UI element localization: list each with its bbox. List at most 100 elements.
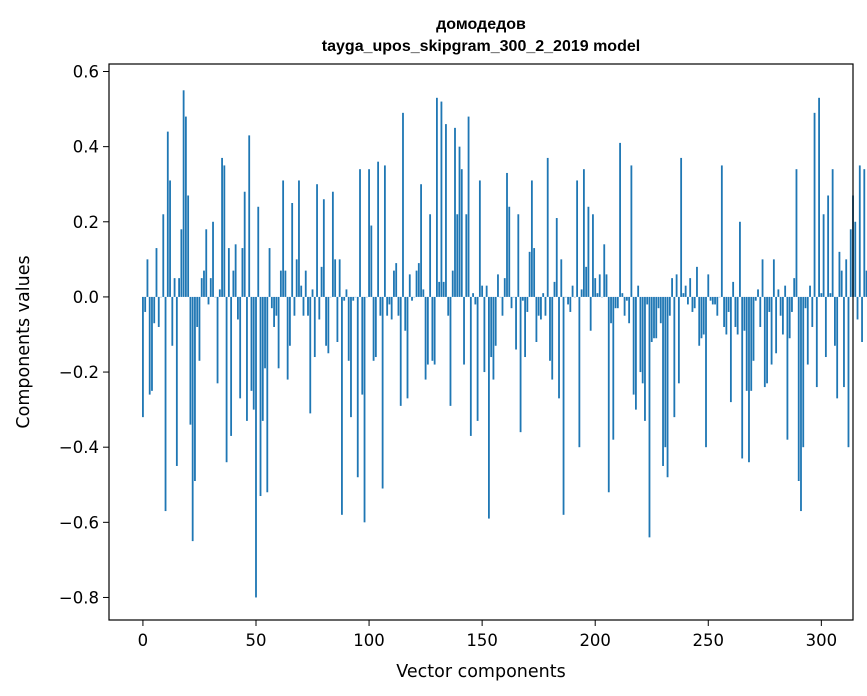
bar-282 bbox=[779, 296, 782, 316]
bar-34 bbox=[218, 289, 221, 297]
bar-65 bbox=[289, 296, 291, 346]
x-tick-label: 0 bbox=[138, 631, 149, 650]
bar-220 bbox=[639, 296, 642, 373]
bar-240 bbox=[684, 285, 687, 297]
bar-300 bbox=[820, 293, 823, 297]
bar-132 bbox=[440, 101, 443, 297]
bar-320 bbox=[865, 270, 867, 297]
bar-196 bbox=[585, 266, 588, 297]
bar-57 bbox=[270, 296, 273, 309]
bar-242 bbox=[689, 278, 692, 297]
bar-251 bbox=[709, 296, 712, 301]
bar-100 bbox=[368, 169, 370, 297]
bar-167 bbox=[519, 296, 522, 433]
bar-39 bbox=[230, 296, 233, 436]
bar-25 bbox=[198, 296, 201, 361]
bar-112 bbox=[395, 263, 398, 297]
bar-14 bbox=[173, 278, 176, 297]
bar-263 bbox=[736, 296, 739, 335]
bar-271 bbox=[754, 296, 757, 301]
bar-258 bbox=[725, 296, 728, 335]
bar-180 bbox=[549, 296, 551, 361]
bar-150 bbox=[481, 285, 484, 297]
bar-307 bbox=[836, 296, 839, 399]
plot-frame bbox=[108, 63, 854, 621]
bar-76 bbox=[313, 296, 316, 358]
bar-284 bbox=[784, 285, 787, 297]
bar-15 bbox=[175, 296, 178, 466]
bar-172 bbox=[530, 180, 533, 297]
bar-184 bbox=[558, 296, 560, 399]
bar-111 bbox=[393, 270, 395, 297]
bar-281 bbox=[777, 289, 780, 297]
bar-33 bbox=[216, 296, 219, 384]
bar-30 bbox=[209, 278, 212, 297]
bar-315 bbox=[854, 221, 857, 297]
bar-1 bbox=[144, 296, 147, 312]
bar-136 bbox=[449, 296, 452, 406]
bar-246 bbox=[698, 296, 701, 346]
bar-188 bbox=[567, 296, 569, 305]
bar-37 bbox=[225, 296, 228, 463]
bar-304 bbox=[829, 293, 832, 297]
bar-45 bbox=[243, 191, 246, 297]
bar-198 bbox=[589, 296, 592, 331]
bar-177 bbox=[542, 293, 545, 297]
bar-156 bbox=[494, 296, 497, 346]
bar-126 bbox=[426, 296, 429, 365]
bar-228 bbox=[657, 296, 660, 309]
bar-206 bbox=[607, 296, 610, 493]
bar-55 bbox=[266, 296, 269, 493]
bar-106 bbox=[381, 296, 384, 489]
bar-19 bbox=[184, 116, 187, 297]
bar-162 bbox=[508, 206, 511, 297]
y-tick-label: −0.4 bbox=[59, 438, 99, 457]
bar-47 bbox=[248, 135, 251, 297]
bar-13 bbox=[171, 296, 174, 346]
bar-58 bbox=[273, 296, 275, 327]
bar-40 bbox=[232, 270, 235, 297]
bar-308 bbox=[838, 251, 841, 297]
bar-292 bbox=[802, 296, 805, 448]
y-tick-label: 0.2 bbox=[73, 213, 99, 232]
bar-272 bbox=[757, 289, 759, 297]
bar-69 bbox=[298, 180, 300, 297]
bar-27 bbox=[203, 270, 205, 297]
bar-299 bbox=[818, 97, 820, 297]
bar-153 bbox=[488, 296, 490, 519]
bar-102 bbox=[372, 296, 375, 361]
bar-148 bbox=[476, 296, 479, 421]
bar-42 bbox=[237, 296, 239, 320]
bar-7 bbox=[157, 296, 160, 327]
bar-288 bbox=[793, 278, 796, 297]
bar-296 bbox=[811, 296, 814, 327]
bar-273 bbox=[759, 296, 762, 327]
bar-294 bbox=[806, 296, 809, 365]
bar-204 bbox=[603, 244, 606, 297]
bar-166 bbox=[517, 214, 520, 297]
bar-279 bbox=[772, 259, 775, 297]
bar-276 bbox=[766, 296, 768, 384]
bar-81 bbox=[325, 296, 327, 346]
bar-194 bbox=[580, 289, 583, 297]
y-tick-label: −0.2 bbox=[59, 363, 99, 382]
bar-95 bbox=[356, 296, 359, 478]
bar-91 bbox=[347, 296, 350, 361]
bar-22 bbox=[191, 296, 194, 542]
x-tick-label: 100 bbox=[353, 631, 385, 650]
bar-67 bbox=[293, 296, 296, 316]
bar-236 bbox=[675, 274, 678, 297]
bar-249 bbox=[705, 296, 707, 448]
bar-190 bbox=[571, 285, 574, 297]
bar-260 bbox=[729, 296, 732, 403]
bar-256 bbox=[720, 165, 723, 297]
bar-116 bbox=[404, 296, 407, 331]
bar-89 bbox=[343, 296, 346, 301]
bar-197 bbox=[587, 206, 590, 297]
bar-313 bbox=[849, 229, 852, 297]
bar-146 bbox=[472, 293, 474, 297]
bar-261 bbox=[732, 281, 735, 297]
x-tick-label: 200 bbox=[579, 631, 611, 650]
bar-259 bbox=[727, 296, 730, 312]
bar-193 bbox=[578, 296, 581, 448]
